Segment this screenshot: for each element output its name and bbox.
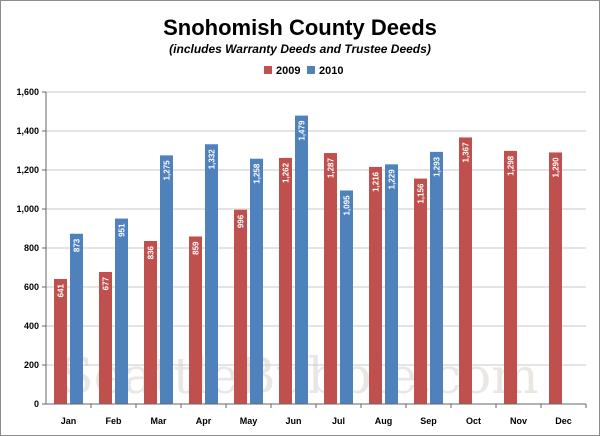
data-label-2009-oct: 1,367 xyxy=(462,142,471,163)
data-label-2009-mar: 836 xyxy=(147,245,156,259)
bar-2009-nov xyxy=(504,150,517,404)
data-label-2010-feb: 951 xyxy=(118,223,127,237)
bar-2009-aug xyxy=(369,166,382,404)
legend: 2009 2010 xyxy=(264,65,343,77)
data-label-2010-sep: 1,293 xyxy=(433,156,442,177)
bar-2010-feb xyxy=(115,218,128,404)
gridlines xyxy=(42,91,587,408)
data-label-2009-feb: 677 xyxy=(102,276,111,290)
x-tick-label: Nov xyxy=(510,416,527,426)
bar-2009-apr xyxy=(189,236,202,404)
bar-2009-dec xyxy=(549,152,562,404)
x-tick-label: Jul xyxy=(332,416,345,426)
x-tick-label: Jun xyxy=(285,416,301,426)
y-tick-label: 0 xyxy=(34,399,39,409)
data-label-2010-aug: 1,229 xyxy=(388,169,397,190)
legend-label-2010: 2010 xyxy=(319,65,343,77)
bar-2009-oct xyxy=(459,137,472,404)
y-tick-label: 600 xyxy=(24,282,39,292)
bar-2010-jan xyxy=(70,233,83,404)
bar-2009-jan xyxy=(54,279,67,404)
x-tick-label: Apr xyxy=(196,416,212,426)
bar-2009-jul xyxy=(324,153,337,404)
chart-title: Snohomish County Deeds xyxy=(163,15,437,40)
data-label-2009-sep: 1,156 xyxy=(417,183,426,204)
data-label-2009-apr: 859 xyxy=(192,241,201,255)
bar-2009-may xyxy=(234,209,247,404)
data-label-2009-jul: 1,287 xyxy=(327,157,336,178)
bar-2010-mar xyxy=(160,155,173,404)
y-tick-label: 800 xyxy=(24,243,39,253)
bar-2010-jul xyxy=(340,190,353,404)
x-tick-label: Sep xyxy=(420,416,437,426)
data-label-2009-jun: 1,262 xyxy=(282,162,291,183)
chart-subtitle: (includes Warranty Deeds and Trustee Dee… xyxy=(169,42,431,56)
data-label-2010-jul: 1,095 xyxy=(343,195,352,216)
data-label-2009-jan: 641 xyxy=(57,283,66,297)
bar-2009-sep xyxy=(414,178,427,404)
x-tick-label: May xyxy=(240,416,258,426)
data-label-2010-jun: 1,479 xyxy=(298,120,307,141)
bars: 641 873 677 951 836 1,275 859 1,332 996 1,258 1,26… xyxy=(54,115,562,404)
bar-2009-mar xyxy=(144,240,157,404)
y-tick-label: 200 xyxy=(24,360,39,370)
legend-label-2009: 2009 xyxy=(276,65,300,77)
axes xyxy=(45,92,586,405)
x-tick-label: Dec xyxy=(555,416,572,426)
data-label-2010-apr: 1,332 xyxy=(208,149,217,170)
bar-2010-sep xyxy=(430,151,443,404)
x-tick-label: Oct xyxy=(466,416,481,426)
y-tick-label: 1,400 xyxy=(16,126,39,136)
bar-2010-may xyxy=(250,158,263,404)
legend-swatch-2010 xyxy=(307,66,315,74)
bar-2009-feb xyxy=(99,271,112,404)
y-tick-label: 400 xyxy=(24,321,39,331)
x-tick-label: Aug xyxy=(375,416,393,426)
tick-labels: 0 200 400 600 800 1,000 1,200 1,400 1,600 Jan Feb M… xyxy=(16,87,571,426)
bar-2010-jun xyxy=(295,115,308,404)
bar-2010-aug xyxy=(385,164,398,404)
data-label-2009-aug: 1,216 xyxy=(372,171,381,192)
x-tick-label: Mar xyxy=(150,416,167,426)
bar-2010-apr xyxy=(205,144,218,404)
data-label-2009-may: 996 xyxy=(237,214,246,228)
y-tick-label: 1,200 xyxy=(16,165,39,175)
x-tick-label: Feb xyxy=(105,416,122,426)
data-label-2010-mar: 1,275 xyxy=(163,160,172,181)
y-tick-label: 1,000 xyxy=(16,204,39,214)
bar-2009-jun xyxy=(279,157,292,404)
data-label-2010-jan: 873 xyxy=(73,238,82,252)
y-tick-label: 1,600 xyxy=(16,87,39,97)
data-label-2009-nov: 1,298 xyxy=(507,155,516,176)
x-tick-label: Jan xyxy=(61,416,77,426)
data-label-2009-dec: 1,290 xyxy=(552,157,561,178)
data-label-2010-may: 1,258 xyxy=(253,163,262,184)
legend-swatch-2009 xyxy=(264,66,272,74)
